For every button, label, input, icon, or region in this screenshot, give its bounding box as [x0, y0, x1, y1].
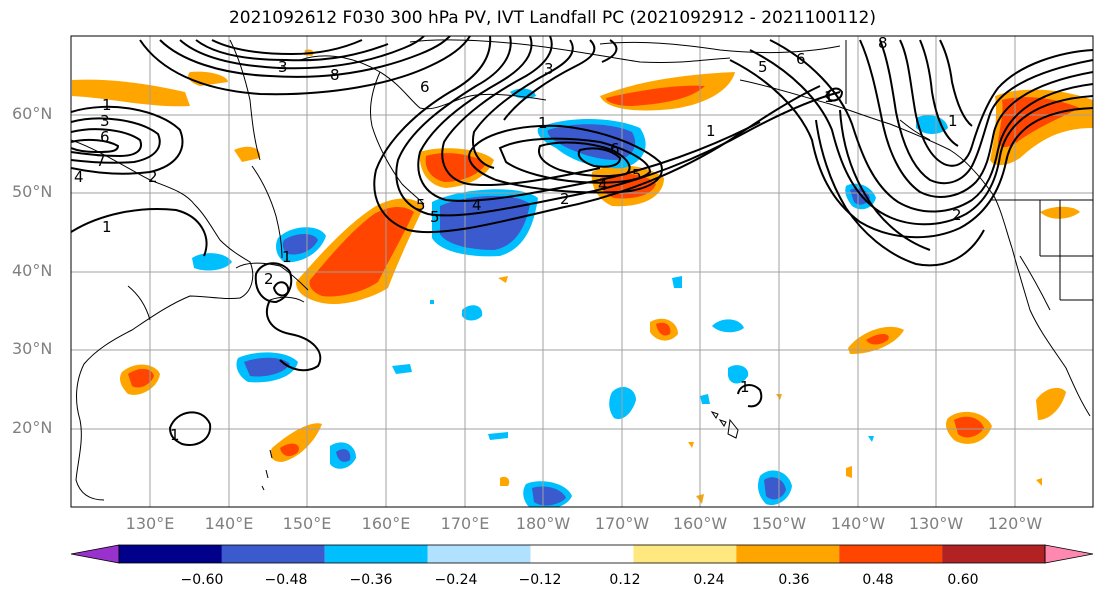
contour-label: 5 — [430, 208, 440, 226]
colorbar-tick-label: 0.12 — [609, 572, 641, 588]
lon-label: 170°E — [440, 514, 490, 533]
colorbar-tick-label: 0.36 — [778, 572, 810, 588]
contour-label: 6 — [100, 128, 110, 146]
colorbar-tick-label: 0.24 — [693, 572, 725, 588]
lon-label: 170°W — [594, 514, 650, 533]
lat-label: 40°N — [12, 261, 53, 280]
contour-label: 5 — [758, 58, 768, 76]
contour-label: 2 — [148, 168, 158, 186]
contour-label: 5 — [416, 196, 426, 214]
lon-label: 130°E — [125, 514, 175, 533]
colorbar-tick-label: −0.36 — [349, 572, 393, 588]
colorbar-tick-label: −0.12 — [518, 572, 562, 588]
contour-label: 1 — [948, 112, 958, 130]
map-title: 2021092612 F030 300 hPa PV, IVT Landfall… — [228, 8, 876, 28]
colorbar-tick-label: −0.48 — [264, 572, 308, 588]
map-gridlines — [71, 36, 1093, 507]
lon-label: 180°W — [515, 514, 571, 533]
colorbar-tick-label: 0.60 — [947, 572, 979, 588]
colorbar-tick-label: −0.60 — [180, 572, 224, 588]
lat-label: 60°N — [12, 104, 53, 123]
contour-label: 1 — [538, 114, 548, 132]
lon-label: 130°W — [908, 514, 964, 533]
contour-labels: 1 7 8 3 6 5 4 2 5 4 2 6 1 5 4 3 5 6 3 8 … — [74, 34, 962, 444]
contour-label: 8 — [330, 66, 340, 84]
lat-label: 30°N — [12, 339, 53, 358]
lon-label: 140°E — [204, 514, 254, 533]
lon-label: 150°W — [751, 514, 807, 533]
contour-label: 1 — [102, 218, 112, 236]
colorbar-tick-label: 0.48 — [862, 572, 894, 588]
contour-label: 1 — [706, 122, 716, 140]
contour-label: 6 — [610, 140, 620, 158]
contour-label: 2 — [952, 206, 962, 224]
contour-label: 4 — [74, 168, 84, 186]
contour-label: 4 — [598, 176, 608, 194]
contour-label: 8 — [878, 34, 888, 52]
contour-label: 1 — [282, 248, 292, 266]
lat-label: 50°N — [12, 182, 53, 201]
contour-label: 2 — [264, 270, 274, 288]
lon-label: 160°E — [361, 514, 411, 533]
lat-label: 20°N — [12, 418, 53, 437]
lon-label: 120°W — [987, 514, 1043, 533]
lon-label: 150°E — [282, 514, 332, 533]
pv-contours — [71, 36, 1093, 446]
contour-label: 1 — [170, 426, 180, 444]
contour-label: 3 — [278, 58, 288, 76]
map-frame — [70, 35, 1094, 508]
contour-label: 3 — [100, 112, 110, 130]
lon-label: 160°W — [672, 514, 728, 533]
contour-label: 7 — [96, 152, 106, 170]
contour-label: 1 — [102, 96, 112, 114]
lon-label: 140°W — [830, 514, 886, 533]
contour-label: 6 — [420, 78, 430, 96]
contour-label: 1 — [824, 88, 834, 106]
colorbar-tick-label: −0.24 — [434, 572, 478, 588]
contour-label: 3 — [544, 60, 554, 78]
contour-label: 4 — [472, 196, 482, 214]
contour-label: 2 — [560, 190, 570, 208]
contour-label: 6 — [796, 50, 806, 68]
contour-label: 5 — [632, 166, 642, 184]
contour-label: 1 — [740, 378, 750, 396]
